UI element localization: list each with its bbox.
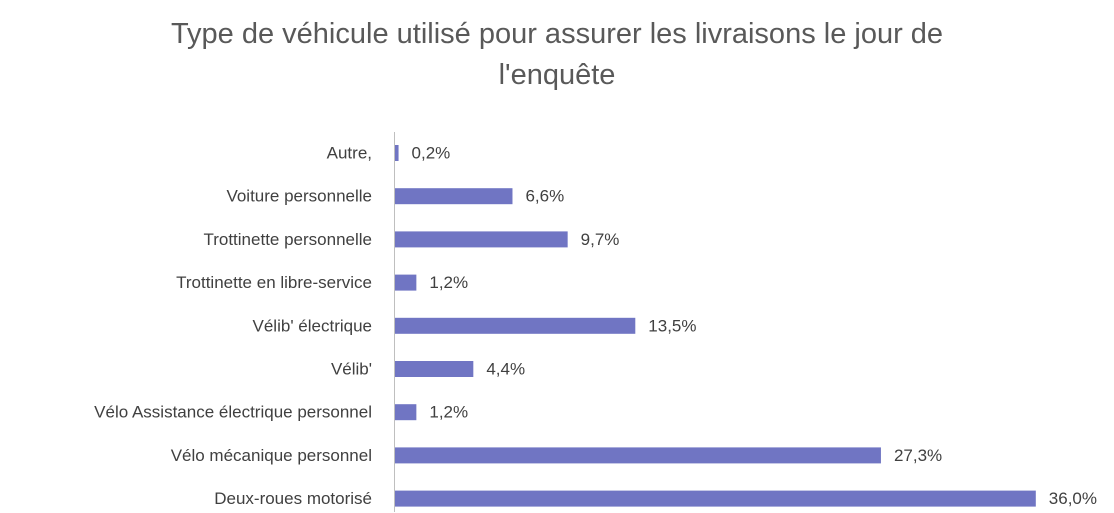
data-label: 6,6% — [525, 187, 564, 206]
bar — [395, 404, 417, 421]
bar — [395, 274, 417, 291]
category-label: Vélib' électrique — [253, 316, 372, 335]
data-label: 9,7% — [581, 230, 620, 249]
data-label: 1,2% — [429, 403, 468, 422]
category-label: Trottinette personnelle — [203, 230, 372, 249]
data-label: 36,0% — [1049, 489, 1097, 508]
data-label: 0,2% — [412, 143, 451, 162]
data-label: 27,3% — [894, 446, 942, 465]
data-label: 4,4% — [486, 359, 525, 378]
category-label: Vélo mécanique personnel — [171, 446, 372, 465]
bar — [395, 447, 881, 464]
bar — [395, 231, 568, 248]
bar — [395, 490, 1036, 507]
category-label: Voiture personnelle — [226, 187, 372, 206]
data-label: 13,5% — [648, 316, 696, 335]
data-label: 1,2% — [429, 273, 468, 292]
category-label: Deux-roues motorisé — [214, 489, 372, 508]
category-label: Autre, — [327, 143, 372, 162]
bar — [395, 188, 513, 205]
chart-title: Type de véhicule utilisé pour assurer le… — [170, 18, 944, 91]
category-label: Vélib' — [331, 359, 372, 378]
category-label: Trottinette en libre-service — [176, 273, 372, 292]
bar — [395, 317, 636, 334]
bar — [395, 145, 399, 161]
bar — [395, 361, 474, 377]
category-label: Vélo Assistance électrique personnel — [94, 403, 372, 422]
